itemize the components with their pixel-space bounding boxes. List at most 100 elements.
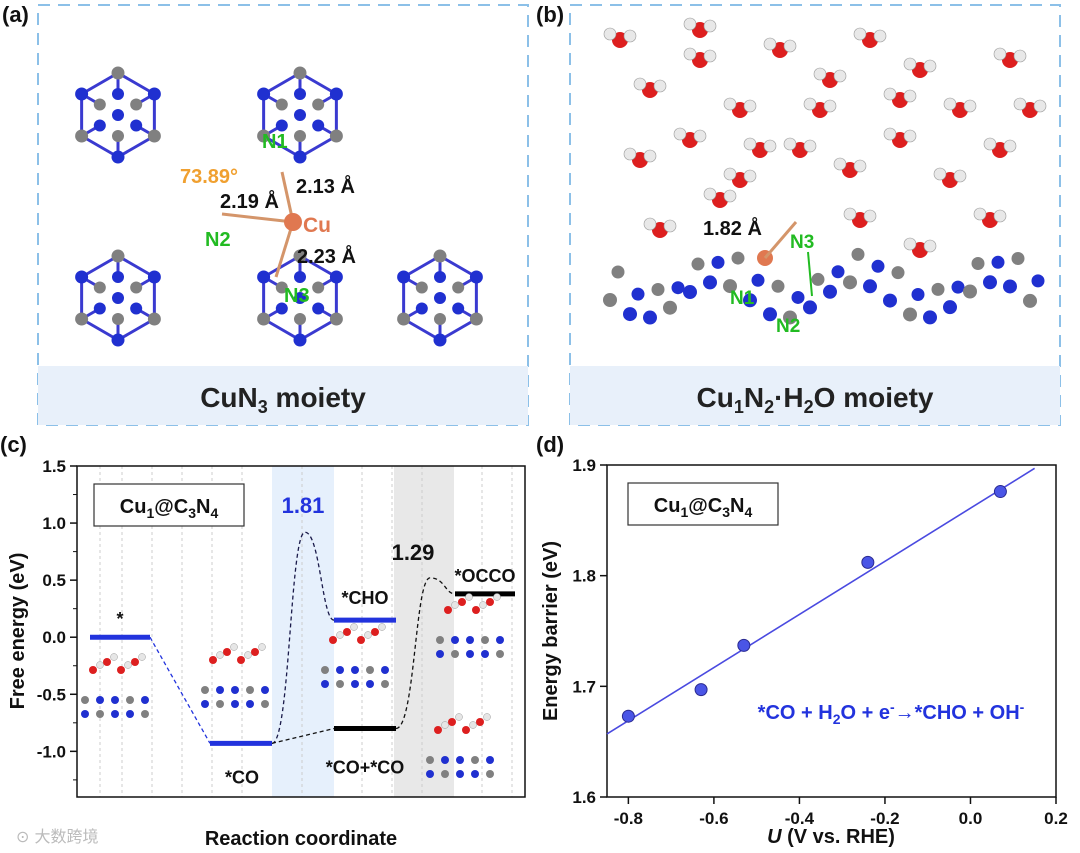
- bond: [299, 317, 338, 342]
- data-point: [861, 555, 875, 569]
- atom: [763, 307, 777, 322]
- atom: [81, 710, 89, 718]
- hydrogen-atom: [743, 169, 757, 183]
- hydrogen-atom: [683, 47, 697, 61]
- oxygen-atom: [223, 648, 231, 656]
- hydrogen-atom: [633, 77, 647, 91]
- atom: [294, 271, 306, 283]
- hydrogen-atom: [983, 137, 997, 151]
- atom: [275, 281, 288, 294]
- atom: [831, 265, 845, 279]
- atom: [141, 710, 149, 718]
- bond: [80, 71, 119, 96]
- hydrogen-atom: [469, 721, 477, 729]
- hydrogen-atom: [723, 189, 737, 203]
- atom: [451, 650, 459, 658]
- hydrogen-atom: [943, 97, 957, 111]
- atom: [275, 98, 288, 111]
- atom: [111, 333, 125, 347]
- y-tick-label: 1.6: [572, 788, 596, 807]
- atom: [883, 293, 897, 308]
- state-label-1: *CO: [225, 767, 259, 787]
- atom: [456, 756, 464, 764]
- panel-c-structures: [81, 593, 504, 778]
- label-n1-b: N1: [730, 288, 755, 309]
- hydrogen-atom: [1013, 49, 1027, 63]
- state-label-3: *CO+*CO: [326, 758, 405, 778]
- hydrogen-atom: [1033, 99, 1047, 113]
- atom: [931, 282, 945, 296]
- atom: [112, 292, 124, 304]
- atom: [329, 312, 343, 326]
- atom: [481, 650, 489, 658]
- molecular-structure-a: [75, 66, 483, 347]
- bond: [80, 317, 119, 342]
- atom: [246, 700, 254, 708]
- oxygen-atom: [458, 598, 466, 606]
- atom: [871, 259, 885, 273]
- atom: [366, 666, 374, 674]
- atom: [294, 292, 306, 304]
- atom: [803, 300, 817, 315]
- label-cu: Cu: [303, 214, 331, 237]
- bond: [262, 71, 301, 96]
- atom: [112, 109, 124, 121]
- hydrogen-atom: [703, 49, 717, 63]
- atom: [441, 756, 449, 764]
- atom: [1023, 293, 1037, 308]
- hydrogen-atom: [803, 97, 817, 111]
- bond: [299, 134, 338, 159]
- atom: [452, 281, 465, 294]
- atom: [381, 680, 389, 688]
- atom: [257, 270, 271, 284]
- x-tick-label: 0.0: [959, 809, 983, 828]
- panel-c: (c) -1.0 -0.5 0.0 0.5 1.0 1.5 * *CO *CHO *CO+*CO…: [0, 432, 526, 850]
- oxygen-atom: [434, 726, 442, 734]
- atom: [415, 302, 428, 315]
- atom: [991, 255, 1005, 269]
- atom: [93, 281, 106, 294]
- hydrogen-atom: [863, 209, 877, 223]
- panel-a-letter: (a): [2, 2, 29, 27]
- atom: [671, 281, 685, 295]
- atom: [469, 270, 483, 284]
- panel-d-legend-box: [627, 482, 779, 526]
- atom: [216, 700, 224, 708]
- atom: [643, 310, 657, 325]
- atom: [683, 285, 697, 300]
- atom: [651, 283, 665, 297]
- panel-c-ylabel: Free energy (eV): [7, 553, 29, 710]
- panel-a-frame: [37, 4, 529, 426]
- atom: [469, 312, 483, 326]
- atom: [843, 275, 857, 290]
- atom: [496, 636, 504, 644]
- hydrogen-atom: [763, 37, 777, 51]
- hydrogen-atom: [258, 643, 266, 651]
- x-tick-label: -0.8: [614, 809, 643, 828]
- atom: [93, 119, 106, 132]
- bond: [439, 254, 478, 279]
- hydrogen-atom: [364, 631, 372, 639]
- y-tick-label: 0.5: [42, 571, 66, 590]
- label-n3-b: N3: [790, 232, 814, 253]
- hydrogen-atom: [723, 97, 737, 111]
- atom: [321, 666, 329, 674]
- hydrogen-atom: [1003, 139, 1017, 153]
- bond: [402, 317, 441, 342]
- y-tick-label: -1.0: [37, 742, 66, 761]
- hydrogen-atom: [643, 149, 657, 163]
- oxygen-atom: [357, 636, 365, 644]
- atom: [433, 249, 447, 263]
- hydrogen-atom: [96, 661, 104, 669]
- panel-a-caption: CuN3 moiety: [200, 382, 366, 417]
- atom: [723, 279, 737, 294]
- oxygen-atom: [131, 658, 139, 666]
- hydrogen-atom: [853, 27, 867, 41]
- panel-d-axes: [606, 464, 1057, 798]
- hydrogen-atom: [783, 39, 797, 53]
- label-n2: N2: [205, 229, 231, 251]
- hydrogen-atom: [1013, 97, 1027, 111]
- atom: [971, 256, 985, 270]
- label-dist-b: 1.82 Å: [703, 216, 762, 240]
- atom: [112, 130, 124, 142]
